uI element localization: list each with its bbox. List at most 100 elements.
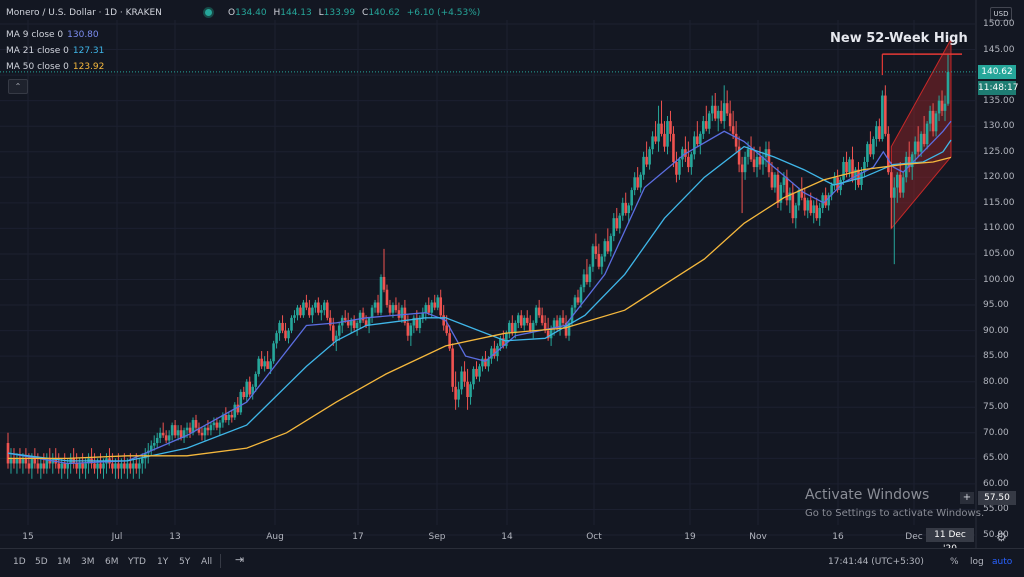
candlestick-series: [6, 54, 950, 479]
market-status-icon: [205, 9, 212, 16]
candle-body: [773, 174, 777, 188]
timeframe-5y[interactable]: 5Y: [179, 557, 191, 567]
x-tick-label: 16: [832, 532, 844, 542]
candle-body: [642, 156, 645, 175]
candle-body: [331, 325, 335, 341]
candle-body: [803, 197, 807, 211]
candle-body: [272, 343, 275, 362]
timeframe-6m[interactable]: 6M: [105, 557, 119, 567]
candle-body: [75, 463, 78, 469]
ma-line-50: [8, 156, 952, 460]
candle-body: [887, 133, 890, 173]
candle-body: [606, 241, 610, 252]
candle-body: [352, 320, 356, 329]
candle-body: [549, 328, 553, 339]
candle-body: [326, 302, 329, 318]
y-tick-label: 105.00: [983, 248, 1015, 259]
candle-body: [516, 315, 520, 323]
log-scale-toggle[interactable]: log: [970, 557, 984, 567]
candle-body: [179, 430, 183, 438]
candle-body: [424, 305, 428, 313]
candle-body: [815, 205, 818, 219]
candle-body: [901, 177, 905, 193]
candle-body: [123, 463, 126, 469]
y-tick-label: 70.00: [983, 427, 1009, 438]
candle-body: [636, 177, 639, 188]
candle-body: [296, 307, 299, 316]
candle-body: [135, 463, 138, 469]
ma9-legend[interactable]: MA 9 close 0 130.80: [6, 30, 99, 40]
candle-body: [45, 458, 49, 469]
add-alert-icon[interactable]: +: [960, 492, 974, 504]
candle-body: [448, 333, 451, 349]
candle-body: [928, 110, 932, 124]
candle-body: [860, 172, 863, 185]
timeframe-ytd[interactable]: YTD: [128, 557, 146, 567]
candle-body: [218, 422, 222, 428]
candle-body: [212, 422, 216, 426]
candle-body: [722, 103, 726, 122]
ma-line-9: [7, 120, 952, 465]
candle-body: [33, 458, 37, 464]
candle-body: [776, 174, 780, 203]
candle-body: [651, 136, 654, 150]
ma21-legend[interactable]: MA 21 close 0 127.31: [6, 46, 104, 56]
candle-body: [797, 190, 801, 206]
candle-body: [248, 381, 252, 395]
candle-body: [478, 366, 481, 377]
currency-label[interactable]: USD: [990, 7, 1012, 21]
timeframe-1y[interactable]: 1Y: [157, 557, 169, 567]
candle-body: [806, 200, 810, 211]
timeframe-5d[interactable]: 5D: [35, 557, 48, 567]
auto-scale-toggle[interactable]: auto: [992, 557, 1013, 567]
candle-body: [445, 325, 448, 334]
candle-body: [42, 463, 46, 469]
candle-body: [266, 361, 269, 369]
candle-body: [287, 330, 290, 339]
ma9-label: MA 9 close 0: [6, 30, 64, 40]
candle-body: [18, 458, 22, 464]
y-tick-label: 150.00: [983, 19, 1015, 29]
ma50-legend[interactable]: MA 50 close 0 123.92: [6, 62, 104, 72]
candle-body: [922, 133, 926, 145]
candle-body: [27, 463, 31, 469]
candle-body: [558, 317, 562, 329]
symbol-title[interactable]: Monero / U.S. Dollar · 1D · KRAKEN: [6, 8, 162, 18]
date-range-icon[interactable]: ⇥: [235, 553, 245, 566]
candle-body: [809, 200, 813, 214]
candle-body: [713, 105, 717, 119]
candle-body: [281, 322, 284, 331]
candle-body: [672, 133, 675, 162]
timeframe-3m[interactable]: 3M: [81, 557, 95, 567]
candle-body: [895, 174, 899, 188]
candle-body: [842, 161, 845, 180]
timeframe-1d[interactable]: 1D: [13, 557, 26, 567]
candle-body: [710, 105, 714, 114]
timeframe-all[interactable]: All: [201, 557, 213, 567]
candle-body: [845, 161, 848, 173]
candle-body: [576, 297, 580, 303]
percent-scale-toggle[interactable]: %: [950, 557, 959, 567]
candle-body: [830, 184, 833, 196]
candle-body: [931, 110, 935, 132]
high-value: 144.13: [280, 8, 312, 18]
timeframe-1m[interactable]: 1M: [57, 557, 71, 567]
candle-body: [943, 103, 947, 111]
y-tick-label: 75.00: [983, 402, 1009, 413]
candle-body: [910, 154, 914, 168]
collapse-legend-button[interactable]: ⌃: [8, 79, 28, 94]
candle-body: [788, 192, 792, 201]
open-label: O: [228, 8, 236, 18]
candle-body: [206, 427, 210, 431]
y-tick-label: 110.00: [983, 223, 1015, 234]
x-tick-label: Nov: [749, 532, 767, 542]
settings-gear-icon[interactable]: ⚙: [996, 530, 1007, 544]
candle-body: [176, 430, 180, 436]
candle-body: [719, 110, 723, 122]
candle-body: [463, 371, 466, 382]
clock-readout[interactable]: 17:41:44 (UTC+5:30): [828, 557, 924, 567]
candle-body: [355, 322, 359, 329]
candle-body: [681, 149, 684, 160]
candle-body: [418, 317, 422, 329]
